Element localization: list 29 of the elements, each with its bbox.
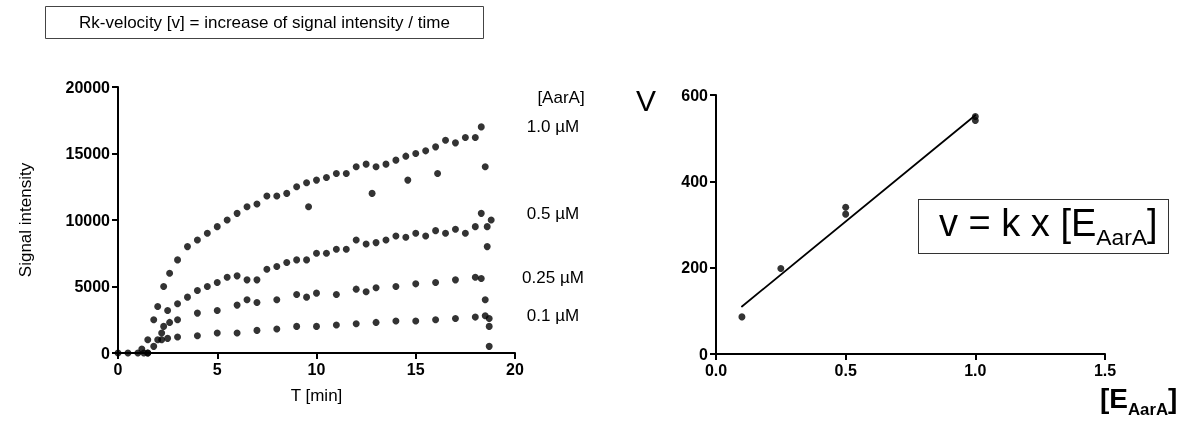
text: 0.1 µM — [526, 306, 580, 326]
y-tick-label: 20000 — [65, 78, 111, 96]
y-tick-label: 200 — [681, 259, 709, 277]
y-axis-title: Signal intensity — [16, 162, 35, 278]
y-axis-title: V — [635, 83, 656, 117]
x-tick-label: 1.0 — [964, 361, 987, 379]
chart-title: Rk-velocity [v] = increase of signal intensity / time — [79, 13, 450, 32]
y-tick-label: 600 — [681, 86, 709, 104]
y-tick-label: 0 — [699, 345, 709, 363]
x-tick-label: 20 — [506, 360, 524, 378]
x-axis-title: T [min] — [290, 386, 343, 405]
x-tick-label: 0.5 — [834, 361, 857, 379]
x-tick-label: 10 — [307, 360, 326, 378]
y-tick-label: 10000 — [65, 211, 111, 229]
legend-title: [AarA] — [537, 87, 585, 107]
text: 0.25 µM — [522, 267, 584, 287]
x-tick-label: 0 — [113, 360, 123, 378]
x-tick-label: 0.0 — [704, 361, 728, 379]
y-tick-label: 400 — [681, 172, 709, 190]
y-tick-label: 0 — [101, 344, 111, 362]
series-label: 0.5 µM — [526, 203, 580, 223]
text: 1.0 µM — [526, 117, 580, 137]
x-tick-label: 1.5 — [1093, 361, 1117, 379]
x-tick-label: 5 — [212, 360, 222, 378]
y-tick-label: 15000 — [65, 145, 111, 162]
annotation: v = k x [E$_{AarA}$] — [918, 199, 1169, 254]
y-tick-label: 5000 — [74, 278, 111, 295]
x-tick-label: 15 — [406, 360, 425, 378]
x-axis-title: [E$_{AarA}$] — [1100, 383, 1178, 420]
